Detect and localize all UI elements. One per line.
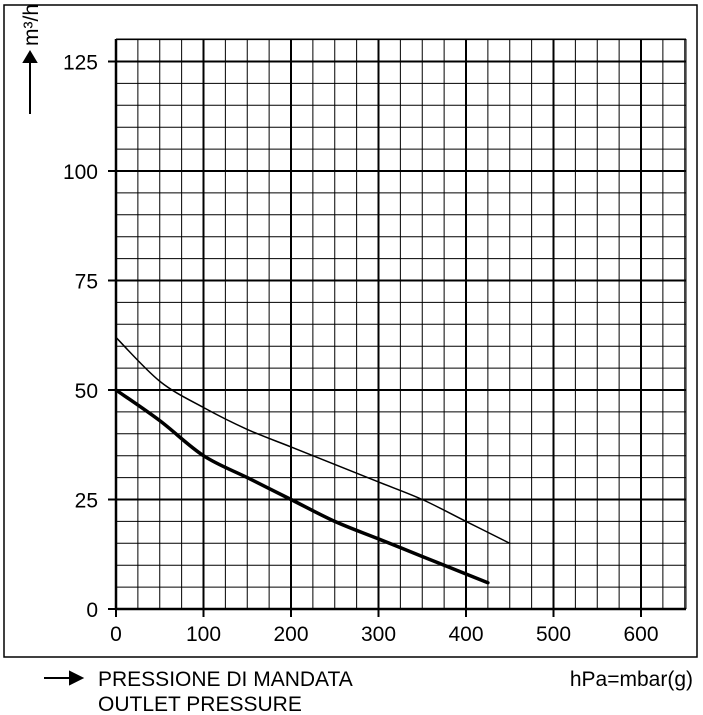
x-axis-arrow-icon bbox=[44, 670, 85, 686]
x-tick-label: 300 bbox=[361, 623, 396, 646]
series-group bbox=[114, 336, 511, 585]
y-tick-label: 75 bbox=[75, 271, 98, 294]
axes bbox=[114, 39, 686, 611]
y-tick-labels: 0 25 50 75 100 125 bbox=[63, 52, 116, 622]
y-tick-label: 50 bbox=[75, 380, 98, 403]
x-tick-label: 500 bbox=[536, 623, 571, 646]
y-axis-arrow-icon bbox=[22, 50, 38, 114]
series-line-2 bbox=[114, 388, 490, 585]
x-tick-label: 100 bbox=[186, 623, 221, 646]
y-axis-label-group: m³/h bbox=[20, 4, 43, 114]
x-tick-label: 200 bbox=[273, 623, 308, 646]
grid bbox=[115, 38, 687, 610]
y-tick-label: 25 bbox=[75, 490, 98, 513]
x-axis-label-en: OUTLET PRESSURE bbox=[98, 693, 302, 715]
series-line-1 bbox=[115, 336, 511, 545]
y-tick-label: 100 bbox=[63, 161, 98, 184]
y-tick-label: 125 bbox=[63, 52, 98, 75]
x-unit-note: hPa=mbar(g) bbox=[570, 668, 693, 691]
x-axis-label-it: PRESSIONE DI MANDATA bbox=[98, 668, 353, 691]
x-tick-labels: 0 100 200 300 400 500 600 bbox=[110, 609, 659, 646]
x-tick-label: 400 bbox=[448, 623, 483, 646]
y-axis-label: m³/h bbox=[20, 4, 43, 46]
x-tick-label: 0 bbox=[110, 623, 122, 646]
y-tick-label: 0 bbox=[86, 599, 98, 622]
chart-frame bbox=[3, 4, 698, 658]
x-tick-label: 600 bbox=[623, 623, 658, 646]
